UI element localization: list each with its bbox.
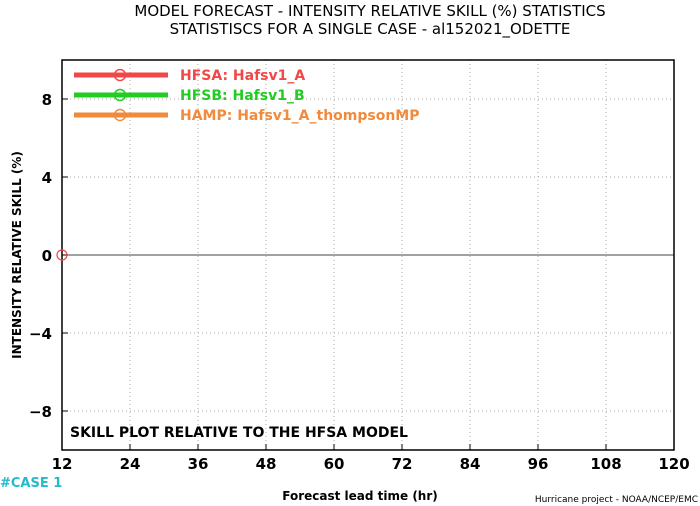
legend-label: HFSA: Hafsv1_A: [180, 68, 305, 84]
y-tick-label: −4: [29, 325, 52, 343]
series-marks: [56, 249, 68, 261]
y-tick-label: 8: [42, 91, 52, 109]
x-axis-label: Forecast lead time (hr): [282, 489, 438, 503]
annotation-text: SKILL PLOT RELATIVE TO THE HFSA MODEL: [70, 425, 408, 441]
legend-marker: [113, 68, 127, 82]
legend: HFSA: Hafsv1_A HFSB: Hafsv1_B HAMP: Hafsv1…: [74, 68, 420, 124]
x-tick-label: 120: [658, 455, 689, 473]
y-tick-label: −8: [29, 403, 52, 421]
y-tick-label: 0: [42, 247, 52, 265]
y-tick-label: 4: [42, 169, 52, 187]
x-tick-label: 108: [590, 455, 621, 473]
legend-label: HAMP: Hafsv1_A_thompsonMP: [180, 108, 420, 124]
data-point: [56, 249, 68, 261]
x-tick-label: 12: [52, 455, 73, 473]
y-axis-label: INTENSITY RELATIVE SKILL (%): [10, 151, 24, 359]
legend-marker: [113, 88, 127, 102]
case-label: #CASE 1: [0, 476, 62, 491]
x-tick-label: 96: [528, 455, 549, 473]
x-tick-label: 36: [188, 455, 209, 473]
credit-text: Hurricane project - NOAA/NCEP/EMC: [535, 495, 698, 505]
x-tick-label: 84: [460, 455, 481, 473]
grid-lines: [62, 60, 674, 450]
x-tick-label: 24: [120, 455, 141, 473]
x-tick-label: 60: [324, 455, 345, 473]
chart-title: MODEL FORECAST - INTENSITY RELATIVE SKIL…: [134, 2, 605, 20]
legend-marker: [113, 108, 127, 122]
x-tick-label: 48: [256, 455, 277, 473]
legend-label: HFSB: Hafsv1_B: [180, 88, 305, 104]
chart-subtitle: STATISTISCS FOR A SINGLE CASE - al152021…: [170, 20, 571, 39]
x-tick-label: 72: [392, 455, 413, 473]
